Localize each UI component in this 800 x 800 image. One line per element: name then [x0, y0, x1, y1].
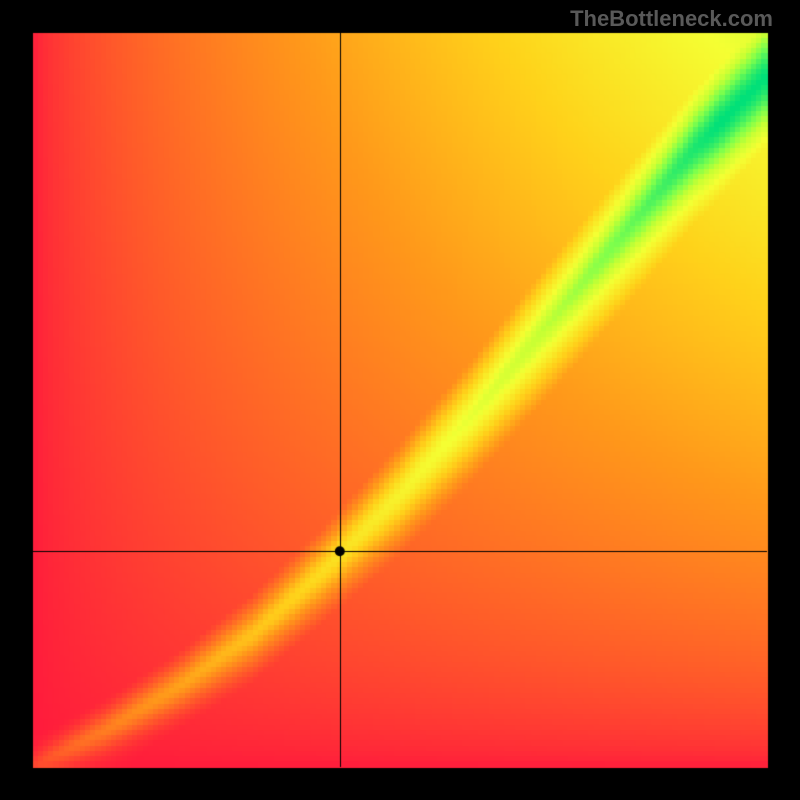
bottleneck-heatmap: [0, 0, 800, 800]
source-watermark: TheBottleneck.com: [570, 6, 773, 32]
chart-container: TheBottleneck.com: [0, 0, 800, 800]
